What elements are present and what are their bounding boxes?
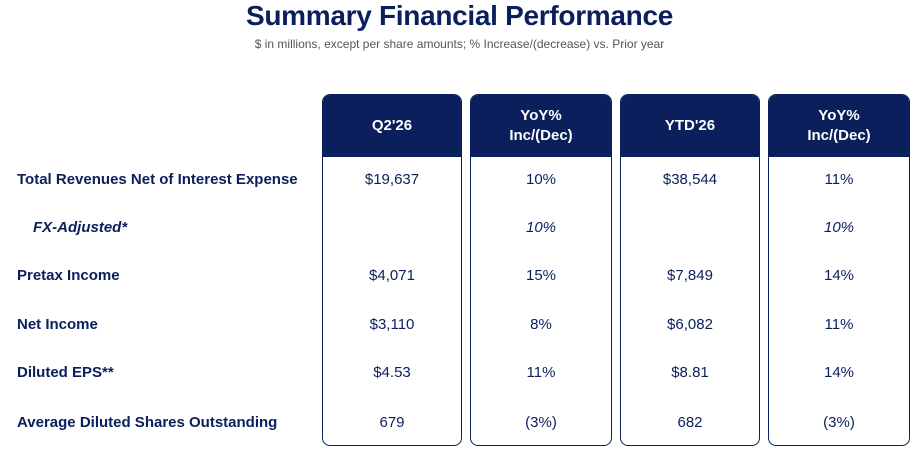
row-label-total-revenues: Total Revenues Net of Interest Expense <box>17 171 298 188</box>
cell-ytd-fx-adjusted <box>621 218 759 238</box>
row-label-net-income: Net Income <box>17 316 98 333</box>
cell-yoy-q2-net-income: 8% <box>530 316 552 333</box>
cell-q2-net-income: $3,110 <box>369 316 415 333</box>
cell-yoy-q2-pretax-income: 15% <box>525 267 557 284</box>
row-label-fx-adjusted: FX-Adjusted* <box>33 219 128 236</box>
cell-yoy-q2-fx-adjusted: 10% <box>525 219 557 236</box>
cell-q2-fx-adjusted <box>323 218 461 238</box>
cell-q2-diluted-eps: $4.53 <box>373 364 411 381</box>
cell-q2-total-revenues: $19,637 <box>364 171 420 188</box>
column-q2-26: Q2'26 $19,637 $4,071 $3,110 $4.53 679 <box>322 94 462 446</box>
column-header-line1: YoY% <box>520 107 562 124</box>
row-label-avg-diluted-shares: Average Diluted Shares Outstanding <box>17 414 278 431</box>
column-header-line2: Inc/(Dec) <box>807 127 871 144</box>
cell-ytd-net-income: $6,082 <box>667 316 713 333</box>
cell-yoy-ytd-net-income: 11% <box>824 316 854 333</box>
cell-yoy-ytd-total-revenues: 11% <box>824 171 854 188</box>
page-subtitle: $ in millions, except per share amounts;… <box>254 37 665 51</box>
column-ytd-26: YTD'26 $38,544 $7,849 $6,082 $8.81 682 <box>620 94 760 446</box>
column-header-line2: Inc/(Dec) <box>509 127 573 144</box>
cell-q2-pretax-income: $4,071 <box>369 267 415 284</box>
column-header-line1: Q2'26 <box>371 117 413 134</box>
cell-yoy-q2-avg-diluted-shares: (3%) <box>525 414 557 431</box>
column-header-line1: YTD'26 <box>664 117 716 134</box>
cell-ytd-pretax-income: $7,849 <box>667 267 713 284</box>
page-title: Summary Financial Performance <box>245 0 674 31</box>
column-header-q2-26: Q2'26 <box>323 95 461 157</box>
cell-yoy-ytd-diluted-eps: 14% <box>823 364 855 381</box>
column-header-ytd-26: YTD'26 <box>621 95 759 157</box>
cell-ytd-avg-diluted-shares: 682 <box>677 414 703 431</box>
column-header-line1: YoY% <box>818 107 860 124</box>
row-label-pretax-income: Pretax Income <box>17 267 120 284</box>
cell-yoy-q2-diluted-eps: 11% <box>526 364 556 381</box>
cell-yoy-q2-total-revenues: 10% <box>525 171 557 188</box>
column-header-yoy-ytd: YoY% Inc/(Dec) <box>769 95 909 157</box>
column-yoy-ytd: YoY% Inc/(Dec) 11% 10% 14% 11% 14% (3%) <box>768 94 910 446</box>
cell-yoy-ytd-fx-adjusted: 10% <box>823 219 855 236</box>
cell-ytd-diluted-eps: $8.81 <box>671 364 709 381</box>
cell-ytd-total-revenues: $38,544 <box>662 171 718 188</box>
cell-yoy-ytd-avg-diluted-shares: (3%) <box>823 414 855 431</box>
column-header-yoy-q2: YoY% Inc/(Dec) <box>471 95 611 157</box>
cell-yoy-ytd-pretax-income: 14% <box>823 267 855 284</box>
row-label-diluted-eps: Diluted EPS** <box>17 364 114 381</box>
column-yoy-q2: YoY% Inc/(Dec) 10% 10% 15% 8% 11% (3%) <box>470 94 612 446</box>
cell-q2-avg-diluted-shares: 679 <box>379 414 405 431</box>
